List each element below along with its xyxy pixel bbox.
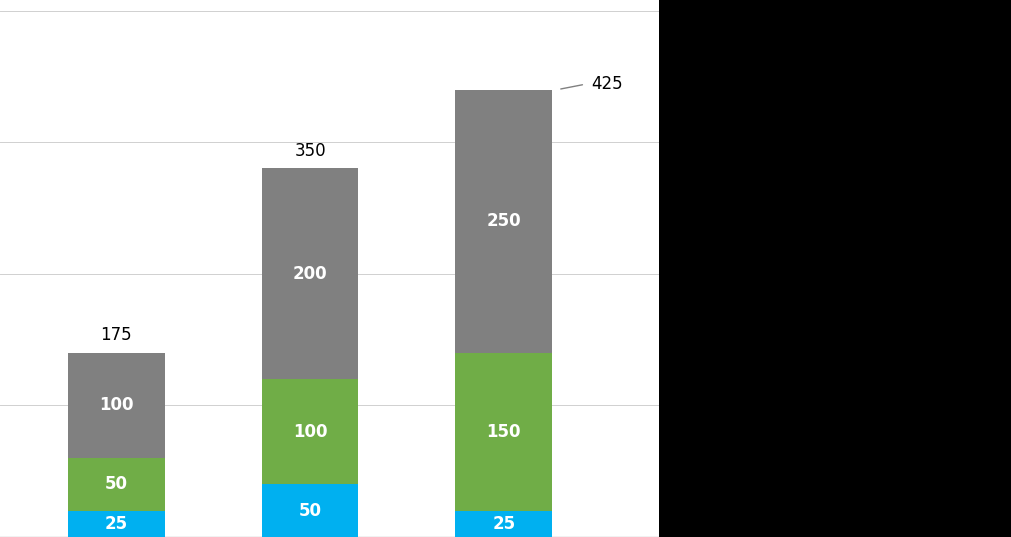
- Text: 150: 150: [486, 423, 521, 441]
- Text: 50: 50: [105, 475, 127, 494]
- Bar: [455, 353, 552, 511]
- Bar: [455, 511, 552, 537]
- Text: 200: 200: [292, 265, 327, 283]
- Bar: [68, 353, 165, 458]
- Text: 25: 25: [104, 515, 127, 533]
- Text: 175: 175: [100, 326, 132, 344]
- Bar: [68, 511, 165, 537]
- Text: 100: 100: [292, 423, 327, 441]
- Text: 100: 100: [99, 396, 133, 415]
- Text: 50: 50: [298, 502, 321, 520]
- Text: 425: 425: [590, 75, 622, 93]
- Bar: [68, 458, 165, 511]
- Text: 250: 250: [486, 212, 521, 230]
- Text: 25: 25: [491, 515, 515, 533]
- Bar: [261, 484, 358, 537]
- Text: 350: 350: [294, 142, 326, 160]
- Bar: [261, 169, 358, 379]
- Bar: [455, 90, 552, 353]
- Bar: [261, 379, 358, 484]
